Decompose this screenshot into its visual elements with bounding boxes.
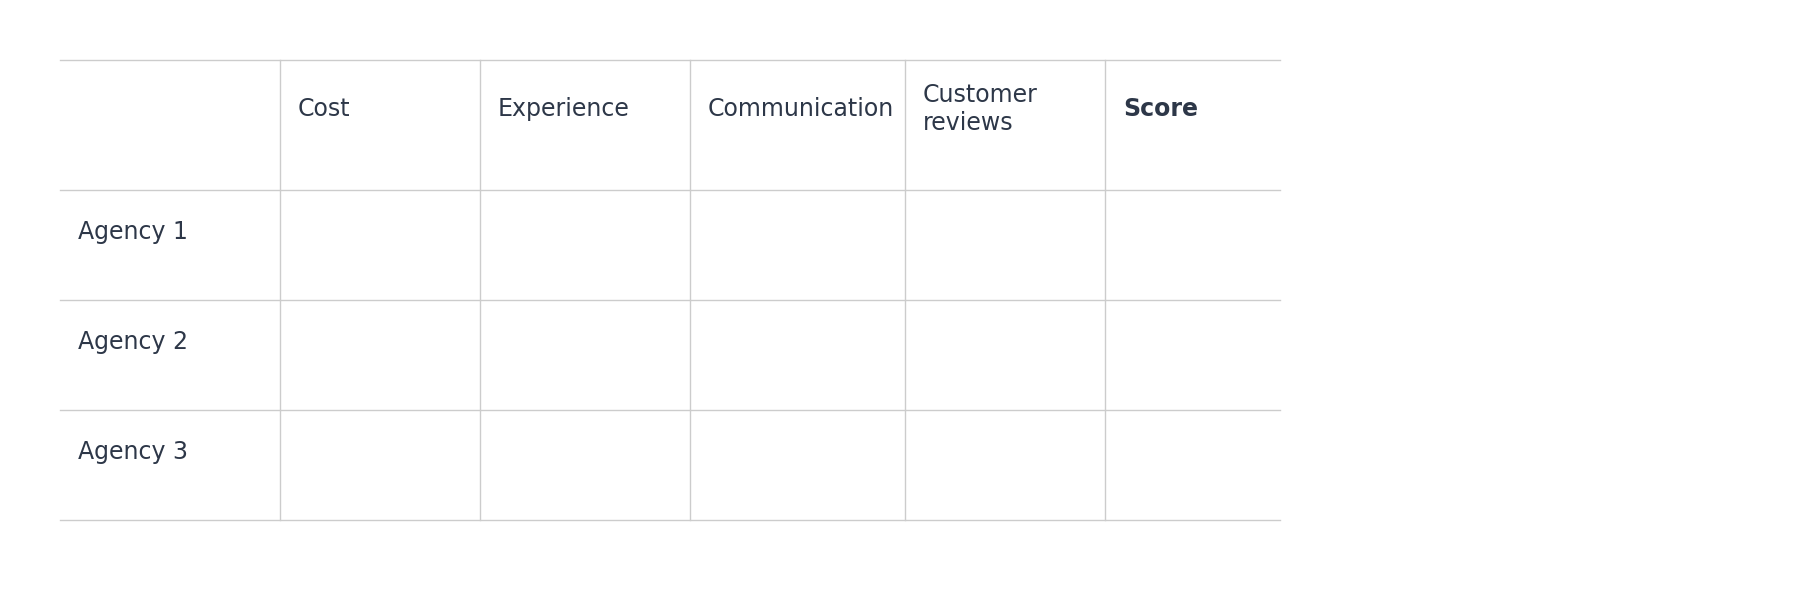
Text: Cost: Cost xyxy=(299,97,351,121)
Text: Agency 2: Agency 2 xyxy=(77,330,187,354)
Text: Agency 3: Agency 3 xyxy=(77,440,187,464)
Text: Communication: Communication xyxy=(707,97,895,121)
Text: Score: Score xyxy=(1123,97,1199,121)
Text: Experience: Experience xyxy=(499,97,630,121)
Text: Customer
reviews: Customer reviews xyxy=(923,83,1039,135)
Text: Agency 1: Agency 1 xyxy=(77,220,187,244)
